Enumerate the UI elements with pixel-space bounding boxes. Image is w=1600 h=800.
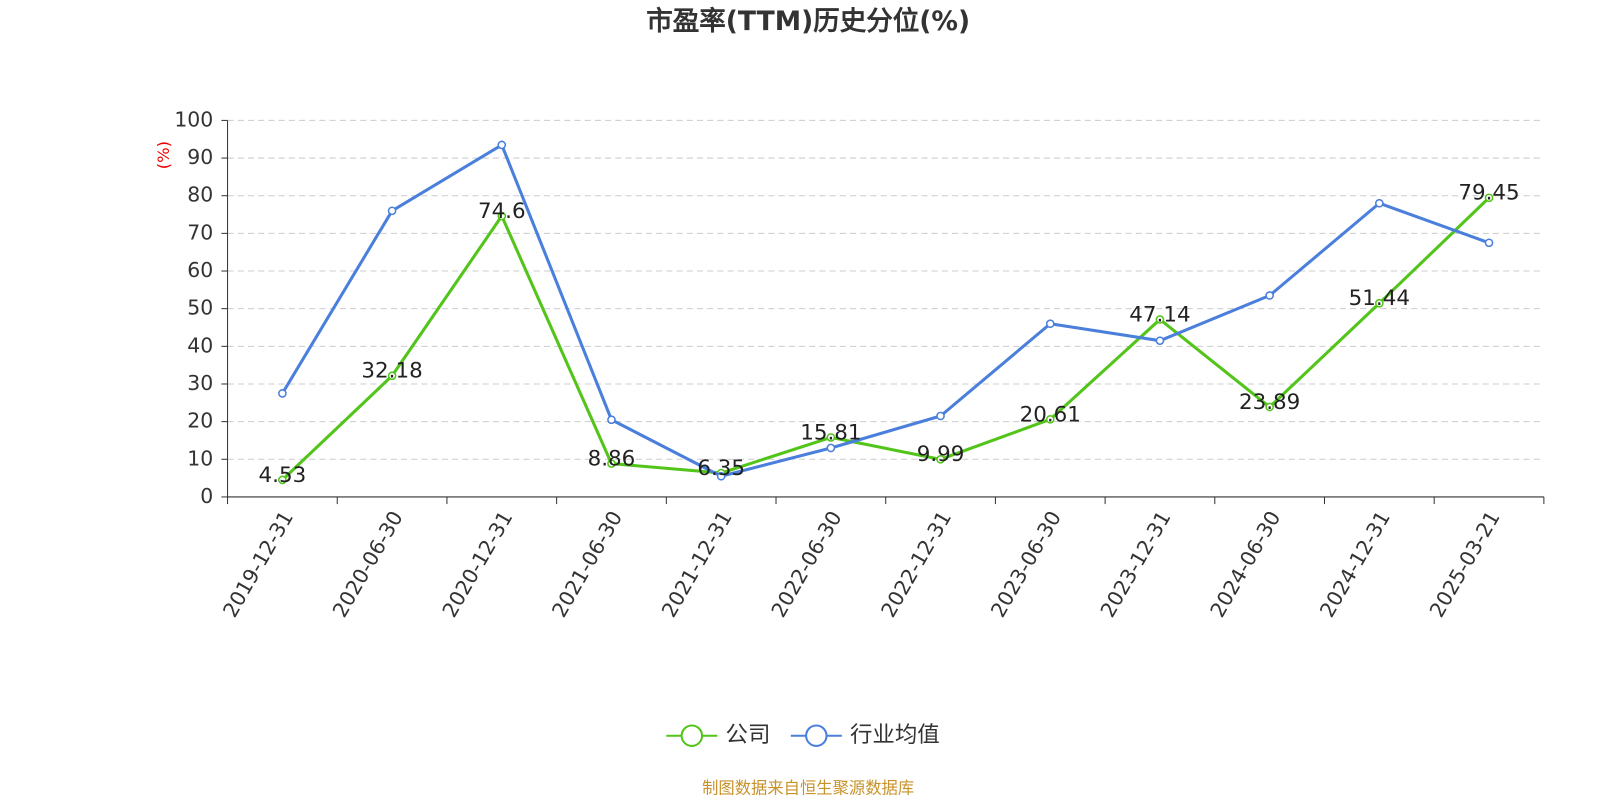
data-point [1155,336,1165,346]
chart-title: 市盈率(TTM)历史分位(%) [646,6,970,37]
x-tick-label: 2022-06-30 [766,507,846,622]
data-point [1484,238,1494,248]
data-label: 9.99 [917,442,965,467]
legend-marker [805,724,828,747]
data-point [387,206,397,216]
x-tick-label: 2022-12-31 [876,507,956,622]
data-point [936,454,945,464]
y-axis-label: (%) [154,141,173,169]
x-tick-label: 2024-06-30 [1205,507,1285,622]
data-point [278,389,287,398]
x-tick-label: 2025-03-21 [1425,507,1505,622]
data-label: 51.44 [1349,286,1410,311]
data-label: 47.14 [1129,302,1190,327]
data-label: 32.18 [361,359,422,384]
y-tick-label: 0 [200,484,213,508]
legend-label: 公司 [726,722,771,748]
data-label: 79.45 [1458,181,1519,206]
data-point [1375,298,1384,308]
data-point [1045,319,1055,329]
x-tick-label: 2024-12-31 [1315,507,1395,622]
data-label: 6.35 [697,456,745,481]
x-tick-label: 2019-12-31 [218,507,298,622]
y-tick-label: 70 [187,220,213,244]
y-tick-label: 60 [187,258,213,282]
x-tick-label: 2021-06-30 [547,507,627,622]
legend: 公司 行业均值 [666,722,940,748]
data-point [1484,193,1494,203]
y-tick-label: 20 [187,409,213,433]
x-tick-label: 2023-12-31 [1096,507,1176,622]
data-label: 15.81 [800,420,861,445]
data-point [1155,315,1165,324]
data-point [716,471,726,481]
y-tick-label: 90 [187,145,213,169]
y-tick-label: 10 [187,446,213,470]
data-point [607,415,616,425]
data-point [1265,291,1274,300]
y-tick-label: 100 [174,107,213,131]
y-tick-label: 40 [187,333,213,357]
x-tick-label: 2020-12-31 [437,507,517,622]
x-tick-label: 2021-12-31 [657,507,737,622]
data-label: 4.53 [259,463,307,488]
data-label: 20.61 [1020,402,1081,427]
legend-item[interactable]: 公司 [666,722,770,748]
series-line [281,143,1490,478]
data-label: 23.89 [1239,390,1300,415]
data-point [1265,402,1274,412]
x-tick-label: 2023-06-30 [986,507,1066,622]
y-tick-label: 80 [187,183,213,207]
data-point [1045,414,1055,424]
legend-label: 行业均值 [850,722,940,748]
y-tick-label: 50 [187,296,213,320]
y-tick-label: 30 [187,371,213,395]
data-point [387,371,397,381]
data-point [936,411,945,421]
data-point [497,211,507,221]
data-point [278,475,287,485]
series-line [281,196,1491,481]
data-label: 8.86 [588,446,636,471]
legend-marker [680,724,704,747]
data-label: 74.6 [478,199,526,224]
data-point [1375,198,1384,208]
legend-item[interactable]: 行业均值 [790,722,940,748]
data-point [826,433,836,442]
data-point [607,459,616,468]
data-point [826,443,836,453]
data-point [497,140,507,150]
source-note: 制图数据来自恒生聚源数据库 [702,778,914,797]
x-tick-label: 2020-06-30 [328,507,408,622]
